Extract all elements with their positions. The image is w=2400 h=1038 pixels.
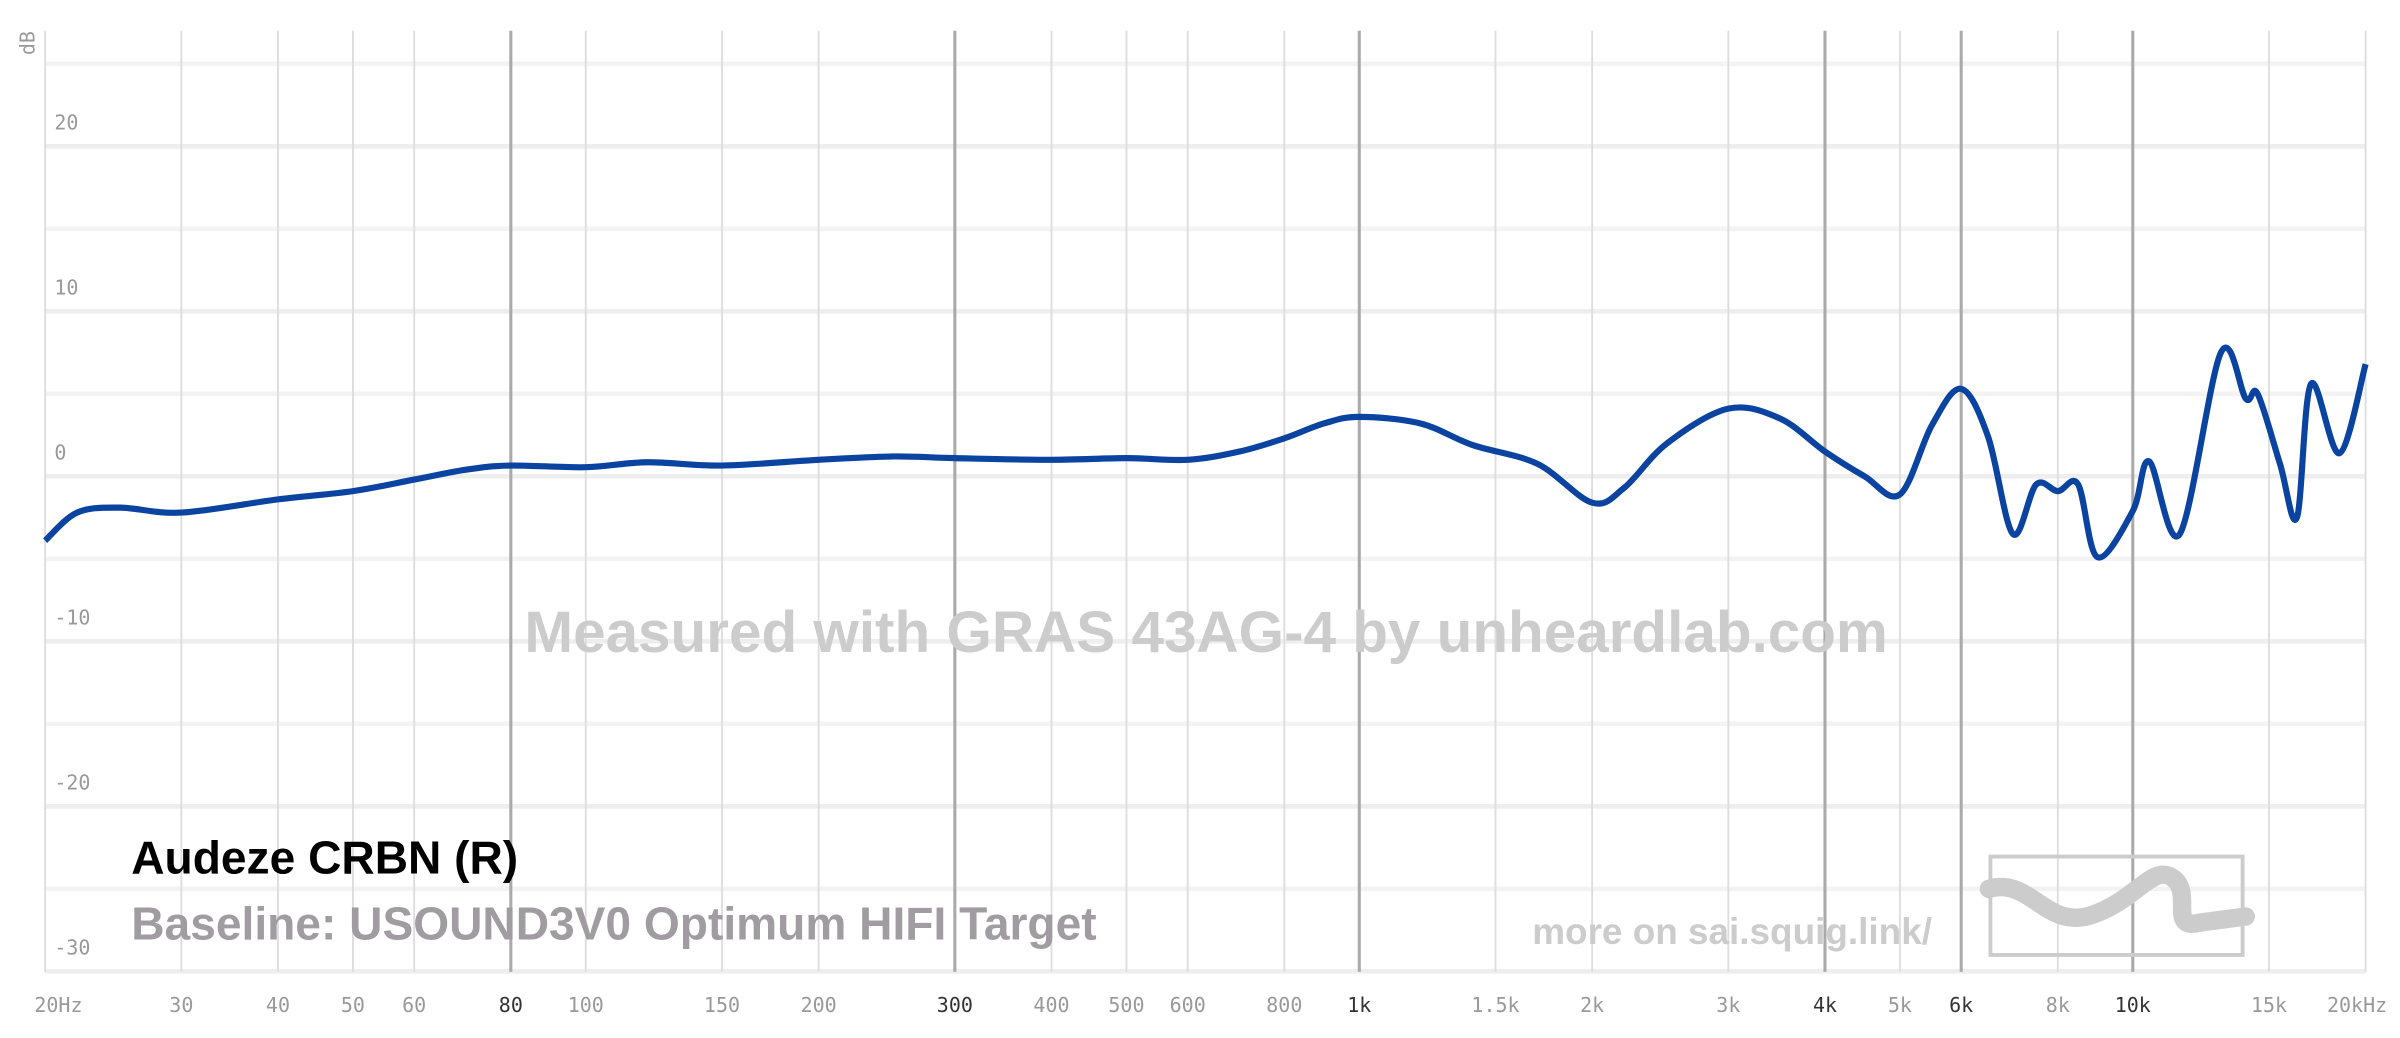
x-tick-label: 200 <box>801 993 837 1017</box>
logo-wave <box>1979 865 2255 933</box>
x-tick-label: 10k <box>2115 993 2151 1017</box>
watermark: Measured with GRAS 43AG-4 by unheardlab.… <box>524 600 1887 665</box>
x-tick-label: 500 <box>1108 993 1144 1017</box>
x-tick-label: 80 <box>499 993 523 1017</box>
y-tick-label: 0 <box>54 440 66 464</box>
x-tick-label: 1k <box>1347 993 1371 1017</box>
x-tick-label: 400 <box>1033 993 1069 1017</box>
x-tick-label: 4k <box>1813 993 1837 1017</box>
y-tick-label: -20 <box>54 770 90 794</box>
x-tick-label: 300 <box>937 993 973 1017</box>
grid <box>44 30 2367 974</box>
y-tick-label: 10 <box>54 275 78 299</box>
x-tick-label: 1.5k <box>1471 993 1519 1017</box>
footer: more on sai.squig.link/ <box>1532 911 1932 952</box>
y-tick-label: -10 <box>54 605 90 629</box>
x-tick-label: 6k <box>1949 993 1973 1017</box>
logo-box <box>1988 854 2245 957</box>
line <box>43 344 2369 561</box>
y-unit: dB <box>15 31 39 55</box>
x-tick-label: 15k <box>2251 993 2287 1017</box>
x-tick-label: 5k <box>1888 993 1912 1017</box>
x-tick-label: 50 <box>341 993 365 1017</box>
x-tick-label: 600 <box>1170 993 1206 1017</box>
x-tick-label: 20kHz <box>2327 993 2387 1017</box>
x-tick-label: 8k <box>2046 993 2070 1017</box>
x-tick-label: 20Hz <box>34 993 82 1017</box>
baseline-label: Baseline: USOUND3V0 Optimum HIFI Target <box>131 898 1096 950</box>
x-tick-label: 100 <box>568 993 604 1017</box>
y-tick-label: -30 <box>54 935 90 959</box>
x-tick-label: 60 <box>402 993 426 1017</box>
x-tick-label: 2k <box>1580 993 1604 1017</box>
legend-entry: Audeze CRBN (R) <box>131 831 518 883</box>
logo <box>1979 854 2255 957</box>
x-tick-label: 800 <box>1266 993 1302 1017</box>
x-tick-label: 30 <box>169 993 193 1017</box>
x-tick-label: 3k <box>1716 993 1740 1017</box>
x-tick-label: 40 <box>266 993 290 1017</box>
y-tick-label: 20 <box>54 110 78 134</box>
x-tick-label: 150 <box>704 993 740 1017</box>
